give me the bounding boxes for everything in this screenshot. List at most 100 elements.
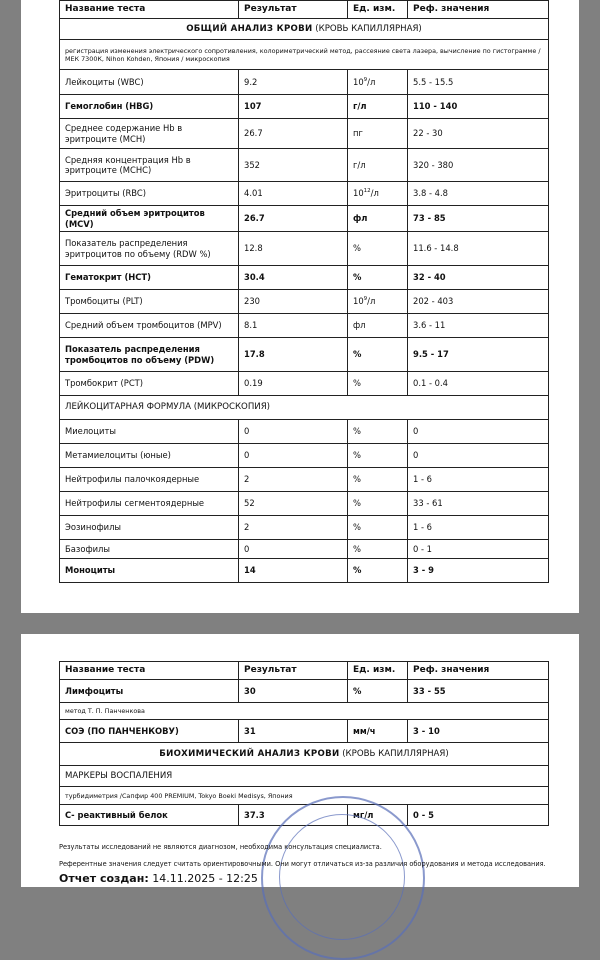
test-name: Базофилы: [59, 539, 239, 559]
created-label: Отчет создан:: [59, 872, 149, 885]
table-row: Эозинофилы 2% 1 - 6: [59, 515, 549, 540]
header-name: Название теста: [59, 0, 239, 19]
test-name: С- реактивный белок: [59, 804, 239, 826]
test-unit: %: [347, 265, 408, 290]
table-row: Показатель распределения эритроцитов по …: [59, 231, 549, 266]
table-row: Метамиелоциты (юные) 0% 0: [59, 443, 549, 468]
test-result: 2: [238, 467, 348, 492]
test-result: 107: [238, 94, 348, 119]
test-name: СОЭ (ПО ПАНЧЕНКОВУ): [59, 719, 239, 743]
results-table-1: Название теста Результат Ед. изм. Реф. з…: [59, 0, 549, 583]
test-unit: %: [347, 467, 408, 492]
method-text: турбидиметрия /Сапфир 400 PREMIUM, Tokyo…: [59, 786, 549, 805]
test-result: 8.1: [238, 313, 348, 338]
table-row: Моноциты 14% 3 - 9: [59, 558, 549, 583]
test-name: Средний объем тромбоцитов (MPV): [59, 313, 239, 338]
test-name: Гематокрит (НСТ): [59, 265, 239, 290]
report-created: Отчет создан: 14.11.2025 - 12:25: [59, 872, 258, 885]
test-result: 14: [238, 558, 348, 583]
table-row: Тромбокрит (РСТ) 0.19% 0.1 - 0.4: [59, 371, 549, 396]
reference-note: Референтные значения следует считать ори…: [59, 860, 546, 868]
table-row: Гематокрит (НСТ) 30.4% 32 - 40: [59, 265, 549, 290]
disclaimer-note: Результаты исследований не являются диаг…: [59, 843, 382, 851]
table-row: Показатель распределения тромбоцитов по …: [59, 337, 549, 372]
table-row: Эритроциты (RBC) 4.01 1012/л 3.8 - 4.8: [59, 181, 549, 206]
test-result: 4.01: [238, 181, 348, 206]
section-title-text: БИОХИМИЧЕСКИЙ АНАЛИЗ КРОВИ: [159, 748, 340, 759]
test-result: 0.19: [238, 371, 348, 396]
test-ref: 320 - 380: [407, 148, 549, 182]
test-unit: %: [347, 679, 408, 703]
test-ref: 22 - 30: [407, 118, 549, 149]
table-row: Средний объем тромбоцитов (MPV) 8.1 фл 3.6 …: [59, 313, 549, 338]
table-row: Базофилы 0% 0 - 1: [59, 539, 549, 559]
test-result: 17.8: [238, 337, 348, 372]
test-result: 26.7: [238, 118, 348, 149]
test-ref: 5.5 - 15.5: [407, 69, 549, 95]
stamp-seal: [261, 796, 425, 960]
test-ref: 110 - 140: [407, 94, 549, 119]
test-ref: 32 - 40: [407, 265, 549, 290]
test-unit: %: [347, 515, 408, 540]
table-row: Тромбоциты (PLT) 230 109/л 202 - 403: [59, 289, 549, 314]
test-ref: 33 - 61: [407, 491, 549, 516]
table-header: Название теста Результат Ед. изм. Реф. з…: [59, 661, 549, 680]
test-unit: %: [347, 419, 408, 444]
test-result: 352: [238, 148, 348, 182]
subsection-row: МАРКЕРЫ ВОСПАЛЕНИЯ: [59, 765, 549, 787]
header-result: Результат: [238, 0, 348, 19]
method-row: турбидиметрия /Сапфир 400 PREMIUM, Tokyo…: [59, 786, 549, 805]
test-name: Тромбокрит (РСТ): [59, 371, 239, 396]
method-text: регистрация изменения электрического соп…: [59, 39, 549, 70]
test-result: 9.2: [238, 69, 348, 95]
header-unit: Ед. изм.: [347, 0, 408, 19]
formula-title: ЛЕЙКОЦИТАРНАЯ ФОРМУЛА (МИКРОСКОПИЯ): [59, 395, 549, 420]
section-subtitle: (КРОВЬ КАПИЛЛЯРНАЯ): [315, 23, 422, 34]
test-ref: 1 - 6: [407, 467, 549, 492]
stamp-inner-ring: [279, 814, 405, 940]
section-title: БИОХИМИЧЕСКИЙ АНАЛИЗ КРОВИ (КРОВЬ КАПИЛЛ…: [59, 742, 549, 766]
test-unit: %: [347, 371, 408, 396]
method-row: метод Т. П. Панченкова: [59, 702, 549, 720]
report-page-1: Название теста Результат Ед. изм. Реф. з…: [21, 0, 579, 613]
section-title-text: ОБЩИЙ АНАЛИЗ КРОВИ: [186, 23, 313, 34]
test-unit: пг: [347, 118, 408, 149]
subsection-title: МАРКЕРЫ ВОСПАЛЕНИЯ: [59, 765, 549, 787]
test-ref: 1 - 6: [407, 515, 549, 540]
results-table-2: Название теста Результат Ед. изм. Реф. з…: [59, 661, 549, 826]
unit-tail: /л: [367, 76, 376, 87]
unit-base: 10: [353, 76, 364, 87]
test-ref: 3.6 - 11: [407, 313, 549, 338]
test-name: Нейтрофилы сегментоядерные: [59, 491, 239, 516]
section-subtitle: (КРОВЬ КАПИЛЛЯРНАЯ): [342, 748, 449, 759]
test-ref: 202 - 403: [407, 289, 549, 314]
test-result: 0: [238, 539, 348, 559]
test-name: Миелоциты: [59, 419, 239, 444]
unit-base: 10: [353, 188, 364, 199]
test-result: 230: [238, 289, 348, 314]
test-name: Гемоглобин (HBG): [59, 94, 239, 119]
test-ref: 11.6 - 14.8: [407, 231, 549, 266]
test-name: Показатель распределения тромбоцитов по …: [59, 337, 239, 372]
test-name: Эритроциты (RBC): [59, 181, 239, 206]
table-row: Гемоглобин (HBG) 107 г/л 110 - 140: [59, 94, 549, 119]
test-result: 26.7: [238, 205, 348, 232]
test-unit: 1012/л: [347, 181, 408, 206]
test-name: Метамиелоциты (юные): [59, 443, 239, 468]
unit-base: 10: [353, 296, 364, 307]
test-unit: %: [347, 491, 408, 516]
test-ref: 0.1 - 0.4: [407, 371, 549, 396]
table-row: Лимфоциты 30 % 33 - 55: [59, 679, 549, 703]
test-name: Моноциты: [59, 558, 239, 583]
test-name: Показатель распределения эритроцитов по …: [59, 231, 239, 266]
test-result: 2: [238, 515, 348, 540]
test-unit: %: [347, 231, 408, 266]
test-result: 12.8: [238, 231, 348, 266]
test-unit: мм/ч: [347, 719, 408, 743]
header-ref: Реф. значения: [407, 661, 549, 680]
test-result: 52: [238, 491, 348, 516]
test-result: 30.4: [238, 265, 348, 290]
table-row: Лейкоциты (WBC) 9.2 109/л 5.5 - 15.5: [59, 69, 549, 95]
test-ref: 3 - 9: [407, 558, 549, 583]
test-unit: %: [347, 539, 408, 559]
